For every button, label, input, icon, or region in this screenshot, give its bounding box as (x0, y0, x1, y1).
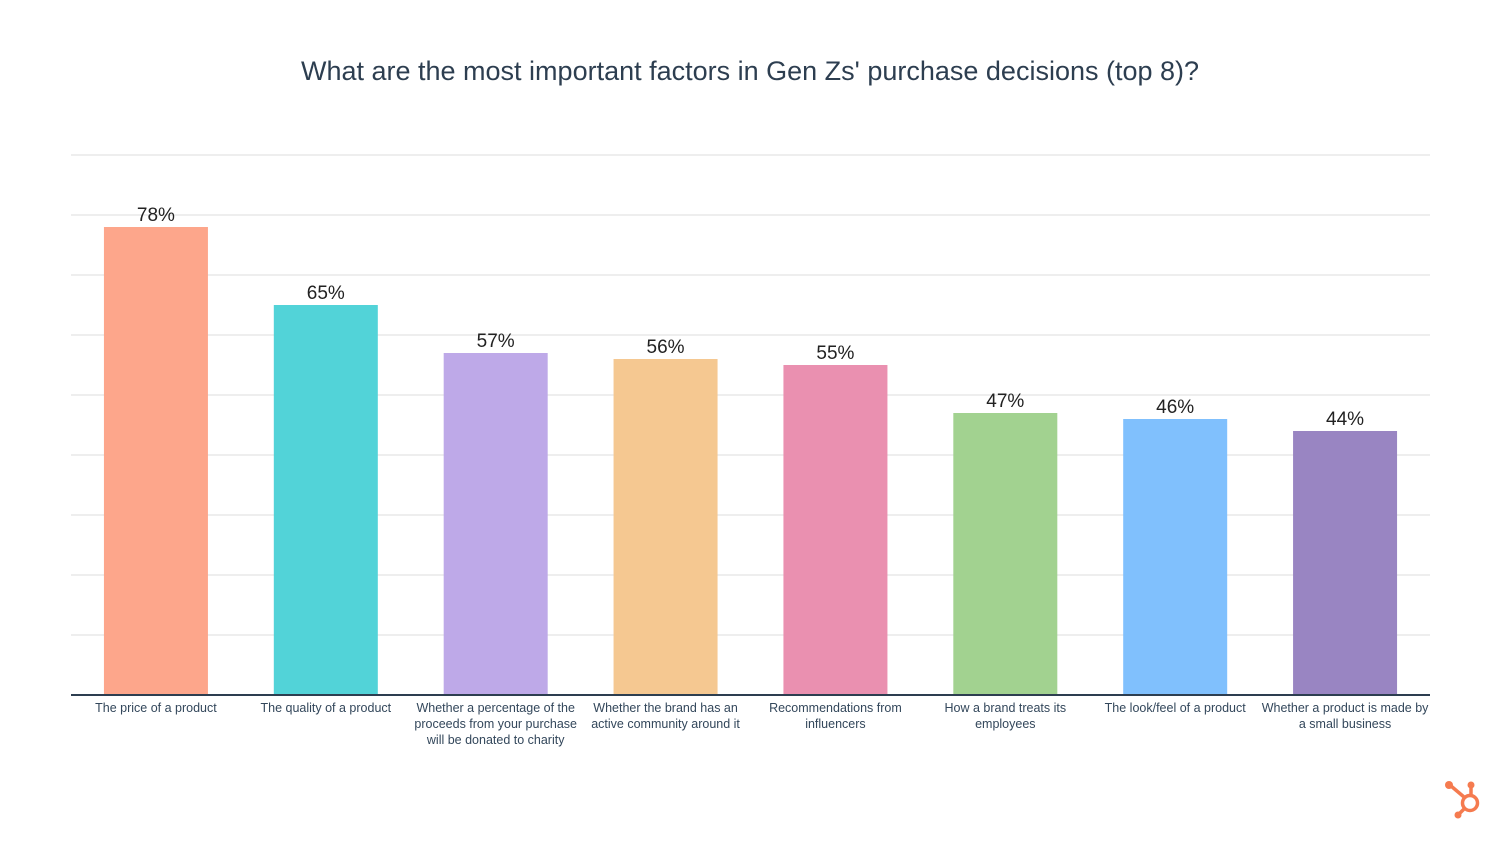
chart-title: What are the most important factors in G… (300, 56, 1200, 86)
data-label: 46% (1156, 397, 1194, 418)
data-label: 78% (137, 205, 175, 226)
bar (783, 365, 888, 695)
data-label: 65% (307, 283, 345, 304)
data-label: 57% (477, 331, 515, 352)
data-label: 55% (816, 343, 854, 364)
bar (273, 305, 378, 695)
bar (953, 413, 1058, 695)
bar (103, 227, 208, 695)
data-label: 56% (647, 337, 685, 358)
data-label: 44% (1326, 409, 1364, 430)
category-label: The look/feel of a product (1104, 701, 1246, 715)
category-label: Whether the brand has an active communit… (591, 701, 740, 731)
data-label: 47% (986, 391, 1024, 412)
category-label: The price of a product (95, 701, 217, 715)
bar (1123, 419, 1228, 695)
hubspot-logo-icon (1445, 781, 1480, 819)
bar (1293, 431, 1398, 695)
bar (613, 359, 718, 695)
category-label: Whether a product is made by a small bus… (1261, 701, 1429, 731)
category-label: Recommendations from influencers (769, 701, 902, 731)
category-label: How a brand treats its employees (944, 701, 1067, 731)
category-label: Whether a percentage of the proceeds fro… (414, 701, 577, 747)
bar (443, 353, 548, 695)
category-label: The quality of a product (260, 701, 392, 715)
